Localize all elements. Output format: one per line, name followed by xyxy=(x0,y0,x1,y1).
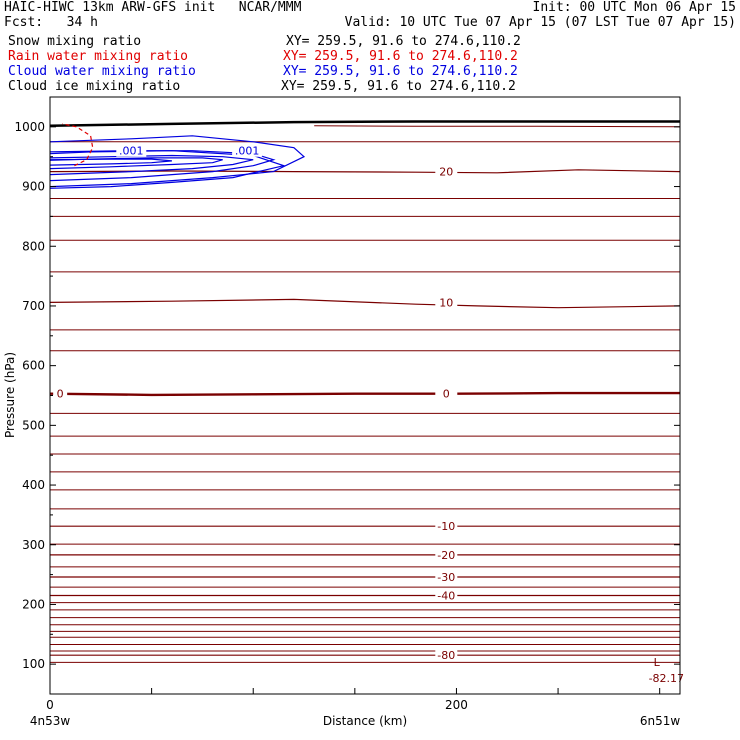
isotherm-label: 0 xyxy=(57,388,64,401)
isotherm-label: 20 xyxy=(439,166,453,179)
minimum-marker: L xyxy=(654,656,661,669)
x-tick-label: 200 xyxy=(445,698,468,712)
isotherm-10 xyxy=(49,298,681,309)
field-cloudice-xy: XY= 259.5, 91.6 to 274.6,110.2 xyxy=(281,79,516,94)
isotherm-label-bg xyxy=(435,589,458,602)
x-end-label: 6n51w xyxy=(640,714,681,728)
field-cloudwater-xy: XY= 259.5, 91.6 to 274.6,110.2 xyxy=(283,64,518,79)
field-cloudwater-name: Cloud water mixing ratio xyxy=(8,64,196,79)
y-tick-label: 600 xyxy=(22,359,45,373)
y-tick-label: 300 xyxy=(22,538,45,552)
surface-line xyxy=(49,120,680,127)
field-snow-xy: XY= 259.5, 91.6 to 274.6,110.2 xyxy=(286,34,521,49)
isotherm-label-bg xyxy=(435,649,458,662)
y-tick-label: 100 xyxy=(22,657,45,671)
y-tick-label: 800 xyxy=(22,239,45,253)
field-cloudice-name: Cloud ice mixing ratio xyxy=(8,79,181,94)
y-tick-label: 500 xyxy=(22,418,45,432)
isotherm-label: 0 xyxy=(443,388,450,401)
isotherm-line xyxy=(314,125,681,128)
y-tick-label: 700 xyxy=(22,299,45,313)
cloud-water-contours: .001 .001 xyxy=(49,135,306,189)
temperature-contours: -80 -40 -30 -20 -10 0 10 20 0 L -82.17 xyxy=(49,120,687,685)
x-axis-label: Distance (km) xyxy=(323,714,407,728)
forecast-hour: Fcst: 34 h xyxy=(4,15,98,30)
init-time: Init: 00 UTC Mon 06 Apr 15 xyxy=(532,0,737,15)
chart-title: HAIC-HIWC 13km ARW-GFS init NCAR/MMM xyxy=(4,0,302,15)
isotherm-label-bg xyxy=(435,165,458,178)
isotherm-label-bg xyxy=(435,520,458,533)
cloud-water-contour xyxy=(49,135,306,188)
x-start-label: 4n53w xyxy=(30,714,71,728)
rain-contour xyxy=(62,123,94,167)
isotherm-label: -20 xyxy=(437,549,455,562)
isotherm-label-bg xyxy=(435,570,458,583)
isotherm-label-bg xyxy=(435,296,458,309)
minimum-value-bg xyxy=(646,670,687,683)
isotherm-label: -80 xyxy=(437,649,455,662)
isotherm-label: -10 xyxy=(437,520,455,533)
cloud-water-label: .001 xyxy=(119,145,144,158)
valid-time: Valid: 10 UTC Tue 07 Apr 15 (07 LST Tue … xyxy=(344,15,736,30)
y-tick-label: 200 xyxy=(22,597,45,611)
cloud-water-label-bg xyxy=(116,144,147,157)
cloud-water-label-bg xyxy=(232,144,263,157)
isotherm-label: -40 xyxy=(437,589,455,602)
x-tick-label: 0 xyxy=(46,698,54,712)
y-tick-label: 400 xyxy=(22,478,45,492)
field-snow-name: Snow mixing ratio xyxy=(8,34,142,49)
minimum-value: -82.17 xyxy=(649,672,684,685)
isotherm-0 xyxy=(49,391,680,397)
y-tick-label: 1000 xyxy=(14,120,45,134)
isotherm-label-bg xyxy=(53,387,68,400)
isotherm-label-bg xyxy=(435,548,458,561)
y-axis-label: Pressure (hPa) xyxy=(3,352,17,438)
field-rain-xy: XY= 259.5, 91.6 to 274.6,110.2 xyxy=(283,49,518,64)
cloud-water-label: .001 xyxy=(235,145,260,158)
isotherm-label: 10 xyxy=(439,296,453,309)
field-rain-name: Rain water mixing ratio xyxy=(8,49,189,64)
cloud-water-contour xyxy=(49,158,172,166)
rain-contours xyxy=(62,123,94,167)
isotherm-20 xyxy=(49,169,681,174)
isotherm-label-bg xyxy=(435,387,458,400)
isotherm-label: -30 xyxy=(437,571,455,584)
y-tick-label: 900 xyxy=(22,180,45,194)
